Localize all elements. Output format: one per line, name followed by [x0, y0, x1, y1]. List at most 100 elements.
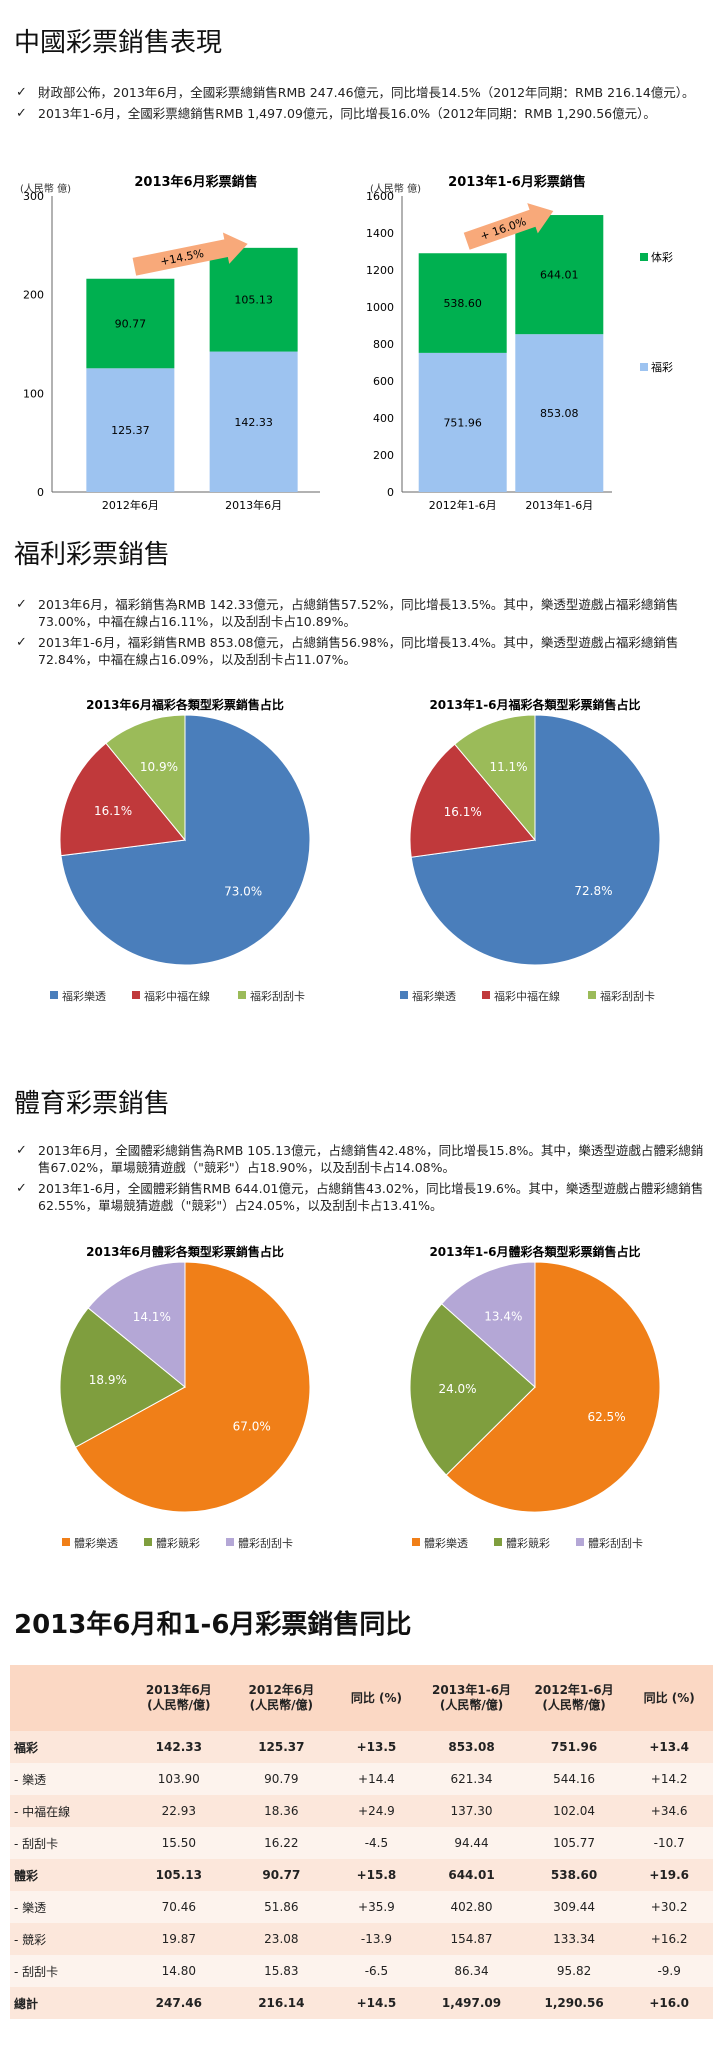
table-header-row: 2013年6月 (人民幣/億) 2012年6月 (人民幣/億) 同比 (%) 2013年1…: [10, 1665, 713, 1731]
bullet-list-welfare: ✓ 2013年6月，福彩銷售為RMB 142.33億元，占總銷售57.52%，同比…: [14, 596, 704, 672]
legend-swatch: [400, 991, 408, 999]
bar-segment: [515, 334, 604, 492]
pie-chart-welfare-jan-jun: 2013年1-6月福彩各類型彩票銷售占比 72.8% 16.1% 11.1% 福彩樂透 福…: [400, 697, 661, 1003]
chart-title: 2013年6月體彩各類型彩票銷售占比: [86, 1244, 284, 1259]
table-cell: 402.80: [420, 1891, 523, 1923]
legend-label: 福彩中福在線: [144, 989, 210, 1003]
growth-arrow: [132, 232, 248, 276]
table-cell: 18.36: [230, 1795, 333, 1827]
table-cell: +24.9: [332, 1795, 421, 1827]
y-axis-label: (人民幣 億): [20, 182, 71, 195]
bullet-list-sports: ✓ 2013年6月，全國體彩總銷售為RMB 105.13億元，占總銷售42.48%…: [14, 1142, 704, 1218]
chart-title: 2013年1-6月彩票銷售: [448, 174, 586, 190]
table-row: 體彩 105.13 90.77 +15.8 644.01 538.60 +19.6: [10, 1859, 713, 1891]
pie-slice: [440, 1261, 536, 1389]
legend-label: 福彩樂透: [62, 989, 106, 1003]
legend-swatch: [144, 1538, 152, 1546]
legend-label: 體彩刮刮卡: [588, 1536, 643, 1550]
pie-slice: [87, 1261, 186, 1389]
bar-chart-june: 2013年6月彩票銷售 (人民幣 億) 0 100 200 300 125.37 90.77 2…: [20, 174, 320, 510]
bullet-item: ✓ 2013年6月，福彩銷售為RMB 142.33億元，占總銷售57.52%，同比…: [14, 596, 704, 630]
section-title-welfare: 福利彩票銷售: [14, 540, 171, 570]
pie-value-label: 24.0%: [438, 1382, 476, 1396]
bullet-text: 2013年1-6月，福彩銷售RMB 853.08億元，占總銷售56.98%，同比…: [38, 635, 679, 667]
pie-value-label: 10.9%: [140, 760, 178, 774]
table-cell: 105.77: [522, 1827, 626, 1859]
table-cell: +19.6: [625, 1859, 713, 1891]
section-title-china-sales: 中國彩票銷售表現: [14, 28, 223, 58]
pie-slice: [454, 714, 536, 842]
table-cell: +14.2: [625, 1763, 713, 1795]
table-header-cell: 同比 (%): [332, 1665, 421, 1731]
table-cell: 102.04: [522, 1795, 626, 1827]
table-cell: -13.9: [332, 1923, 421, 1955]
table-cell: 216.14: [230, 1987, 333, 2019]
table-cell: 103.90: [127, 1763, 231, 1795]
check-icon: ✓: [16, 1143, 27, 1158]
y-tick-label: 1400: [366, 227, 394, 240]
legend-label: 福彩刮刮卡: [250, 989, 305, 1003]
table-cell: 247.46: [127, 1987, 231, 2019]
legend-label: 體彩樂透: [74, 1536, 118, 1550]
y-tick-label: 0: [37, 486, 44, 499]
check-icon: ✓: [16, 635, 27, 650]
pie-value-label: 11.1%: [489, 760, 527, 774]
table-cell: +16.0: [625, 1987, 713, 2019]
table-cell: +16.2: [625, 1923, 713, 1955]
table-cell: 23.08: [230, 1923, 333, 1955]
table-header-cell: 同比 (%): [625, 1665, 713, 1731]
table-cell: 福彩: [10, 1731, 128, 1763]
table-cell: 70.46: [127, 1891, 231, 1923]
table-cell: 16.22: [230, 1827, 333, 1859]
y-tick-label: 200: [23, 289, 44, 302]
bullet-item: ✓ 2013年1-6月，福彩銷售RMB 853.08億元，占總銷售56.98%，同…: [14, 634, 704, 668]
table-cell: -6.5: [332, 1955, 421, 1987]
table-cell: 體彩: [10, 1859, 128, 1891]
y-tick-label: 300: [23, 190, 44, 203]
chart-title: 2013年1-6月福彩各類型彩票銷售占比: [429, 697, 640, 712]
table-cell: 137.30: [420, 1795, 523, 1827]
bar-segment: [86, 278, 175, 369]
pie-slice: [59, 742, 186, 857]
table-cell: - 中福在線: [10, 1795, 128, 1827]
table-cell: 133.34: [522, 1923, 626, 1955]
pie-chart-sports-jan-jun: 2013年1-6月體彩各類型彩票銷售占比 62.5% 24.0% 13.4% 體彩樂透 體…: [409, 1244, 661, 1550]
table-cell: - 樂透: [10, 1763, 128, 1795]
table-cell: 142.33: [127, 1731, 231, 1763]
bar-value-label: 538.60: [443, 297, 482, 310]
legend-label: 福彩樂透: [412, 989, 456, 1003]
bullet-text: 2013年6月，全國體彩總銷售為RMB 105.13億元，占總銷售42.48%，…: [38, 1143, 704, 1175]
bar-segment: [515, 215, 604, 335]
x-tick-label: 2012年1-6月: [429, 498, 497, 510]
table-cell: 1,497.09: [420, 1987, 523, 2019]
y-axis-label: (人民幣 億): [370, 182, 421, 195]
table-cell: 90.79: [230, 1763, 333, 1795]
table-cell: +34.6: [625, 1795, 713, 1827]
legend-swatch: [640, 253, 648, 261]
pie-slice: [105, 714, 186, 842]
y-tick-label: 1200: [366, 264, 394, 277]
section-title-sports: 體育彩票銷售: [14, 1089, 171, 1119]
table-row: - 中福在線 22.93 18.36 +24.9 137.30 102.04 +34.6: [10, 1795, 713, 1827]
legend-label: 體彩樂透: [424, 1536, 468, 1550]
bar-value-label: 125.37: [111, 424, 150, 437]
legend-swatch: [588, 991, 596, 999]
table-header-cell: 2013年6月 (人民幣/億): [127, 1665, 231, 1731]
legend-swatch: [62, 1538, 70, 1546]
table-cell: 19.87: [127, 1923, 231, 1955]
bullet-list-china: ✓ 財政部公佈，2013年6月，全國彩票總銷售RMB 247.46億元，同比增長1…: [14, 84, 704, 126]
legend-swatch: [482, 991, 490, 999]
pie-value-label: 72.8%: [574, 884, 612, 898]
y-tick-label: 0: [387, 486, 394, 499]
legend-label: 福彩: [651, 360, 673, 374]
table-cell: 總計: [10, 1987, 128, 2019]
table-cell: -9.9: [625, 1955, 713, 1987]
bar-segment: [209, 351, 298, 492]
legend-label: 體彩競彩: [156, 1536, 200, 1550]
pie-slice: [74, 1261, 311, 1513]
table-cell: 22.93: [127, 1795, 231, 1827]
table-row: - 競彩 19.87 23.08 -13.9 154.87 133.34 +16.2: [10, 1923, 713, 1955]
pie-slice: [409, 1303, 536, 1476]
table-cell: +13.5: [332, 1731, 421, 1763]
table-header-cell: 2012年1-6月 (人民幣/億): [522, 1665, 626, 1731]
